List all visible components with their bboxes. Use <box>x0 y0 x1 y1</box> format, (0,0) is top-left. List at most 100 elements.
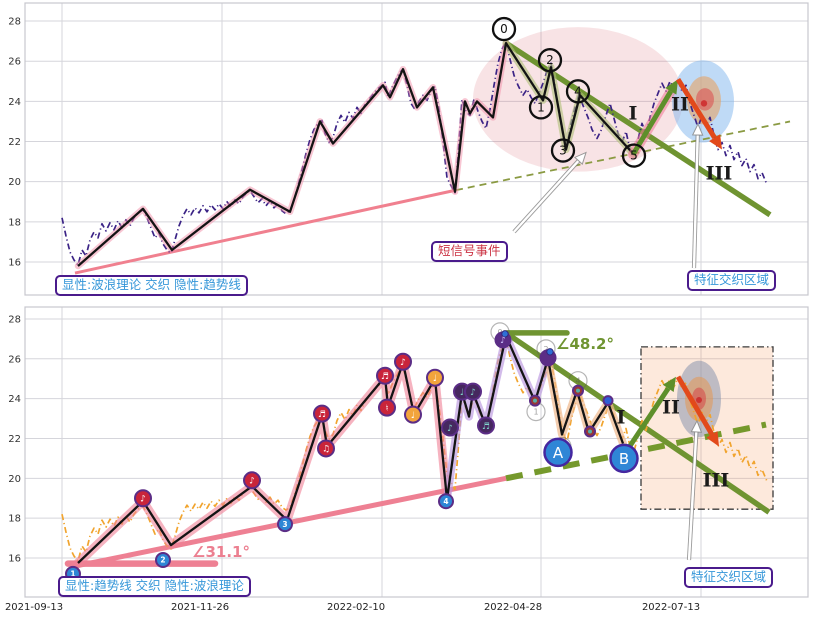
roman-numeral: I <box>629 102 638 124</box>
marker-glyph: ♫ <box>322 445 330 455</box>
y-tick-label: 22 <box>8 137 21 148</box>
pivot-marker-red <box>313 404 331 423</box>
roman-numeral: II <box>662 397 680 419</box>
marker-glyph: ♪ <box>447 424 453 434</box>
x-tick-label: 2021-11-26 <box>171 602 229 613</box>
implicit-wave-number: 2 <box>543 345 548 354</box>
bottom-price-line <box>61 338 768 562</box>
roman-numeral: I <box>617 407 626 429</box>
marker-center-dot <box>588 429 592 434</box>
marker-glyph: A <box>553 444 564 462</box>
top-chart-legend-label: 显性:波浪理论 交织 隐性:趋势线 <box>55 275 248 296</box>
y-tick-label: 16 <box>8 554 21 565</box>
y-tick-label: 18 <box>8 514 21 525</box>
marker-glyph: ♩ <box>411 411 415 421</box>
pivot-marker-orange <box>404 405 422 424</box>
pivot-marker-red <box>243 471 261 490</box>
y-tick-label: 28 <box>8 17 21 28</box>
wave-number: 3 <box>559 144 567 158</box>
y-tick-label: 28 <box>8 314 21 325</box>
wave-circle <box>491 16 517 42</box>
marker-glyph: 1 <box>70 570 75 579</box>
wave-number: 5 <box>630 149 638 163</box>
marker-glyph: ♪ <box>249 477 255 487</box>
feature-interweave-region-label-bottom: 特征交织区域 <box>684 567 774 588</box>
angle-label: ∠48.2° <box>556 335 614 353</box>
marker-glyph: ♩ <box>433 374 437 384</box>
top-zigzag-line <box>77 41 635 267</box>
roman-numeral: III <box>703 469 730 491</box>
implicit-wave-number: 1 <box>533 408 538 417</box>
y-tick-label: 22 <box>8 434 21 445</box>
marker-glyph: ♪ <box>500 336 506 346</box>
pivot-marker-red <box>378 398 396 417</box>
marker-glyph: ♩ <box>460 388 464 398</box>
y-tick-label: 24 <box>8 97 21 108</box>
region-ellipse <box>700 100 708 107</box>
marker-glyph: ♪ <box>140 494 146 504</box>
top-trend-line <box>74 188 457 275</box>
y-tick-label: 20 <box>8 474 21 485</box>
wave-number: 0 <box>500 22 508 36</box>
pivot-marker-red <box>376 366 394 385</box>
marker-satellite-dot <box>501 330 509 338</box>
pivot-marker-red <box>134 489 152 508</box>
implicit-wave-number: 4 <box>575 377 580 386</box>
x-tick-label: 2022-02-10 <box>327 602 385 613</box>
y-tick-label: 18 <box>8 217 21 228</box>
region-ellipse <box>696 397 702 404</box>
marker-glyph: 2 <box>160 556 165 565</box>
y-tick-label: 16 <box>8 258 21 269</box>
x-tick-label: 2022-07-13 <box>642 602 700 613</box>
pivot-marker-red <box>317 439 335 458</box>
top-price-line <box>61 40 768 266</box>
y-tick-label: 26 <box>8 354 21 365</box>
wave-circle <box>528 95 554 120</box>
pivot-marker-bigblue <box>609 443 639 474</box>
pivot-marker-bigblue <box>543 437 573 468</box>
wave-circle <box>550 138 576 163</box>
y-tick-label: 24 <box>8 394 21 405</box>
pivot-marker-red <box>394 352 412 371</box>
marker-glyph: ♪ <box>470 388 476 398</box>
pivot-marker-blue <box>277 516 293 533</box>
pivot-marker-darkpurple <box>464 382 482 401</box>
roman-numeral: II <box>671 93 689 115</box>
marker-center-dot <box>576 388 580 393</box>
marker-glyph: ♬ <box>318 410 326 420</box>
wave-circle <box>621 143 647 168</box>
y-tick-label: 26 <box>8 57 21 68</box>
angle-label: ∠31.1° <box>192 543 250 561</box>
bottom-plot-border <box>24 306 809 598</box>
wave-number: 4 <box>574 84 582 98</box>
x-tick-label: 2022-04-28 <box>484 602 542 613</box>
pivot-marker-orange <box>426 368 444 387</box>
roman-numeral: III <box>706 163 733 185</box>
pivot-marker-blue <box>155 551 171 568</box>
pivot-marker-bluedot <box>602 395 614 407</box>
marker-satellite-dot <box>546 348 554 356</box>
y-tick-label: 20 <box>8 177 21 188</box>
top-zigzag-glow <box>74 39 510 270</box>
marker-glyph: ♪ <box>400 358 406 368</box>
top-plot-border <box>24 2 809 296</box>
region-ellipse <box>696 88 714 111</box>
wave-number: 2 <box>546 53 554 67</box>
wave-circle <box>565 79 591 104</box>
short-signal-event-label: 短信号事件 <box>431 241 508 262</box>
feature-interweave-region-label-top: 特征交织区域 <box>687 270 777 291</box>
marker-glyph: 4 <box>443 497 448 506</box>
pivot-marker-blue <box>438 493 454 510</box>
wave-circle <box>537 48 563 73</box>
x-tick-label: 2021-09-13 <box>5 602 63 613</box>
marker-glyph: ♬ <box>381 372 389 382</box>
marker-glyph: 3 <box>282 520 287 529</box>
marker-glyph: B <box>619 450 629 468</box>
pivot-marker-darkpurple <box>441 418 459 437</box>
